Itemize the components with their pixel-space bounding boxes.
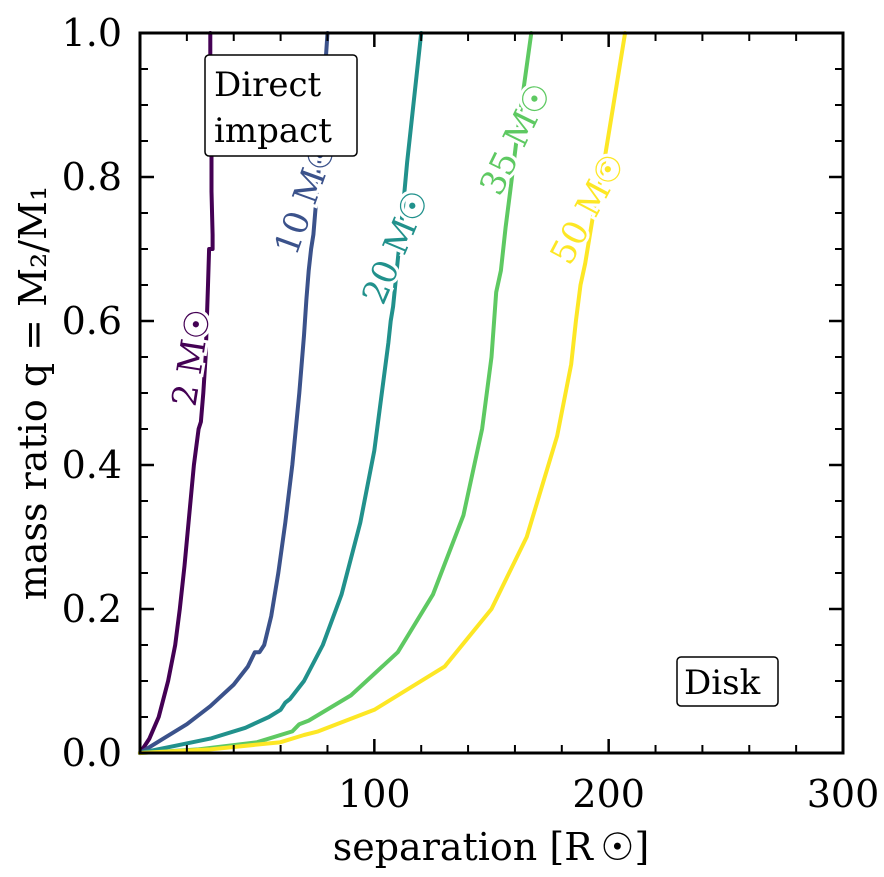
ticks-layer xyxy=(140,33,843,753)
y-tick-label: 1.0 xyxy=(62,11,122,55)
series-line-3 xyxy=(138,31,534,755)
disk-label: Disk xyxy=(684,663,761,703)
y-tick-label: 0.8 xyxy=(62,155,122,199)
series-line-0 xyxy=(138,31,215,755)
x-tick-label: 100 xyxy=(338,772,411,816)
x-tick-label: 200 xyxy=(572,772,645,816)
curves-layer xyxy=(138,31,628,755)
disk-box: Disk xyxy=(676,656,779,707)
series-line-4 xyxy=(138,31,628,755)
curve-label-0: 2 M☉ xyxy=(165,306,220,409)
y-tick-label: 0.0 xyxy=(62,731,122,775)
x-axis-label: separation [R ☉] xyxy=(333,825,650,869)
direct-impact-box: Direct impact xyxy=(204,54,358,157)
y-tick-label: 0.6 xyxy=(62,299,122,343)
series-line-2 xyxy=(138,31,424,755)
series-line-1 xyxy=(138,31,330,755)
x-tick-label: 300 xyxy=(807,772,880,816)
direct-impact-line2: impact xyxy=(214,111,332,151)
direct-impact-line1: Direct xyxy=(214,65,322,105)
y-axis-label: mass ratio q = M₂/M₁ xyxy=(11,186,55,600)
tick-labels-layer: 100 200 300 0.0 0.2 0.4 0.6 0.8 1.0 xyxy=(62,11,880,816)
y-tick-label: 0.2 xyxy=(62,587,122,631)
curve-label-3: 35 M☉ xyxy=(472,77,560,202)
curve-label-2: 20 M☉ xyxy=(354,184,437,310)
y-tick-label: 0.4 xyxy=(62,443,122,487)
